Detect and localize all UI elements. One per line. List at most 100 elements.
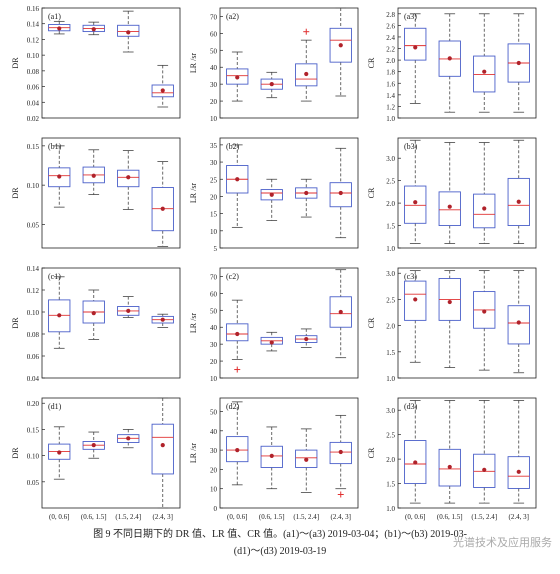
panel-label: (b1) [48, 142, 62, 151]
mean-point [338, 309, 343, 315]
y-tick-label: 2.0 [386, 57, 395, 65]
x-tick-label: (2.4, 3] [331, 513, 351, 521]
y-tick-label: 0.12 [27, 36, 40, 44]
y-tick-label: 0.04 [27, 99, 40, 107]
x-tick-label: (2.4, 3] [509, 513, 529, 521]
mean-point [413, 460, 418, 465]
panel-label: (b2) [226, 142, 240, 151]
y-tick-label: 1.0 [386, 375, 395, 383]
y-tick-label: 2.0 [386, 200, 395, 208]
plot-frame [397, 397, 537, 509]
mean-point [413, 45, 418, 50]
mean-point [235, 75, 240, 80]
y-axis-label: DR [11, 317, 20, 329]
y-tick-label: 0.15 [27, 143, 40, 151]
mean-point [269, 192, 274, 197]
plot-frame [41, 267, 181, 379]
mean-point [304, 336, 309, 342]
y-tick-label: 1.5 [386, 481, 395, 489]
plot-frame [219, 397, 359, 509]
x-tick-label: (0.6, 1.5] [81, 513, 107, 521]
box [329, 441, 352, 465]
mean-point [126, 436, 131, 441]
mean-point [447, 204, 452, 209]
y-tick-label: 10 [210, 115, 218, 123]
mean-point [516, 320, 521, 325]
box [117, 169, 140, 188]
box [226, 436, 249, 463]
watermark: 光谱技术及应用服务 [453, 536, 552, 549]
y-tick-label: 1.4 [386, 92, 395, 100]
y-tick-label: 0.08 [27, 331, 40, 339]
caption-line-1: 图 9 不同日期下的 DR 值、LR 值、CR 值。(a1)～(a3) 2019… [93, 529, 467, 540]
mean-point [482, 309, 487, 314]
panel-label: (b3) [404, 142, 418, 151]
mean-point [91, 311, 96, 316]
x-axis-label: Height /km [449, 525, 486, 526]
mean-point [304, 190, 309, 196]
y-tick-label: 1.2 [386, 103, 395, 111]
y-tick-label: 2.0 [386, 456, 395, 464]
y-axis-label: CR [367, 57, 376, 68]
box [473, 55, 496, 93]
box-plot-figure: 0.02 0.04 0.06 0.08 0.10 0.12 0.14 0.16 DR (a1) 10… [11, 5, 537, 526]
mean-point [126, 30, 131, 35]
box [295, 63, 318, 87]
x-tick-label: (0, 0.6] [405, 513, 425, 521]
box [329, 296, 352, 328]
y-tick-label: 20 [210, 193, 218, 201]
y-tick-label: 1.5 [386, 223, 395, 231]
x-tick-label: (0, 0.6] [49, 513, 69, 521]
y-axis-label: CR [367, 317, 376, 328]
y-tick-label: 2.4 [386, 34, 395, 42]
box [404, 27, 427, 61]
plot-frame [219, 7, 359, 119]
y-tick-label: 3.0 [386, 155, 395, 163]
box [404, 440, 427, 485]
y-tick-label: 25 [210, 176, 218, 184]
mean-point [57, 26, 62, 31]
plot-frame [41, 7, 181, 119]
y-tick-label: 30 [210, 447, 218, 455]
y-tick-label: 0.15 [27, 426, 40, 434]
box [151, 84, 174, 98]
y-tick-label: 0.14 [27, 265, 40, 273]
y-axis-label: CR [367, 187, 376, 198]
box [404, 185, 427, 224]
y-tick-label: 50 [210, 409, 218, 417]
box [438, 191, 461, 227]
mean-point [269, 82, 274, 87]
y-axis-label: LR /sr [189, 443, 198, 464]
mean-point [235, 177, 240, 182]
mean-point [235, 448, 240, 453]
box [295, 449, 318, 468]
y-tick-label: 0.20 [27, 400, 40, 408]
y-axis-label: LR /sr [189, 53, 198, 74]
y-axis-label: DR [11, 57, 20, 69]
y-tick-label: 1.0 [386, 115, 395, 123]
y-tick-label: 10 [210, 486, 218, 494]
mean-point [338, 43, 343, 48]
panel-label: (d2) [226, 402, 240, 411]
mean-point [126, 175, 131, 180]
box [226, 68, 249, 85]
x-tick-label: (1.5, 2.4] [293, 513, 319, 521]
y-tick-label: 10 [210, 228, 218, 236]
y-axis-label: LR /sr [189, 313, 198, 334]
y-tick-label: 0.16 [27, 5, 40, 13]
plot-frame [219, 137, 359, 249]
box [473, 453, 496, 488]
box [151, 423, 174, 475]
y-tick-label: 2.5 [386, 178, 395, 186]
y-tick-label: 0.02 [27, 115, 40, 123]
y-tick-label: 2.0 [386, 323, 395, 331]
mean-point [91, 173, 96, 178]
mean-point [516, 199, 521, 204]
y-tick-label: 3.0 [386, 407, 395, 415]
y-tick-label: 0.08 [27, 68, 40, 76]
y-tick-label: 0.06 [27, 84, 40, 92]
y-tick-label: 0.12 [27, 287, 40, 295]
y-tick-label: 0.05 [27, 221, 40, 229]
y-tick-label: 3.0 [386, 270, 395, 278]
y-tick-label: 0.10 [27, 52, 40, 60]
